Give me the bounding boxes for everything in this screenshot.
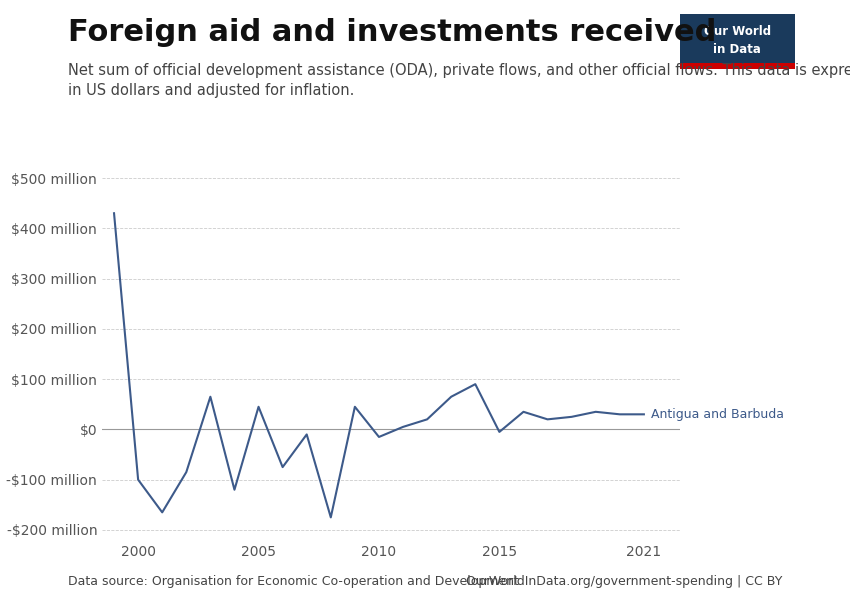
Text: Antigua and Barbuda: Antigua and Barbuda xyxy=(651,408,784,421)
Text: OurWorldInData.org/government-spending | CC BY: OurWorldInData.org/government-spending |… xyxy=(466,575,782,588)
Text: Net sum of official development assistance (ODA), private flows, and other offic: Net sum of official development assistan… xyxy=(68,63,850,98)
Text: in Data: in Data xyxy=(713,43,762,56)
FancyBboxPatch shape xyxy=(680,64,795,69)
Text: Foreign aid and investments received: Foreign aid and investments received xyxy=(68,18,717,47)
Text: Data source: Organisation for Economic Co-operation and Development: Data source: Organisation for Economic C… xyxy=(68,575,518,588)
Text: Our World: Our World xyxy=(704,25,771,38)
